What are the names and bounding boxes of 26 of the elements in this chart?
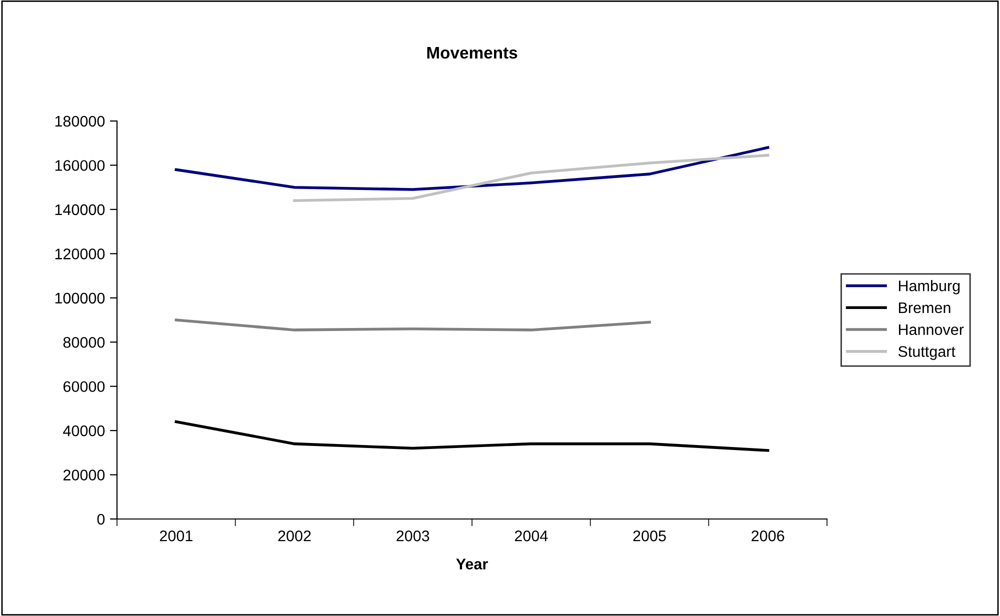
chart-title: Movements <box>427 47 518 59</box>
legend-label: Hannover <box>898 324 964 336</box>
y-tick-label: 160000 <box>55 160 105 171</box>
y-tick-label: 80000 <box>63 336 105 348</box>
x-tick-label: 2001 <box>160 530 192 542</box>
x-tick-label: 2003 <box>396 530 430 542</box>
legend-label: Hamburg <box>898 280 960 294</box>
x-axis-title: Year <box>456 558 488 570</box>
y-tick-label: 100000 <box>55 292 105 304</box>
y-tick-label: 0 <box>97 514 105 525</box>
line-series <box>174 318 651 332</box>
x-tick-label: 2006 <box>752 530 784 542</box>
line-series <box>293 154 770 202</box>
line-series <box>174 146 770 191</box>
y-tick-label: 20000 <box>63 470 105 480</box>
legend-label: Stuttgart <box>898 346 956 360</box>
line-series <box>174 420 770 452</box>
y-tick-label: 120000 <box>55 248 105 260</box>
x-tick-label: 2002 <box>278 530 311 542</box>
x-tick-label: 2005 <box>633 530 666 542</box>
y-tick-label: 140000 <box>55 204 105 216</box>
x-tick-label: 2004 <box>514 530 548 542</box>
y-tick-label: 180000 <box>55 116 105 127</box>
legend-label: Bremen <box>898 302 950 314</box>
y-tick-label: 40000 <box>63 425 105 436</box>
y-tick-label: 60000 <box>63 381 105 392</box>
